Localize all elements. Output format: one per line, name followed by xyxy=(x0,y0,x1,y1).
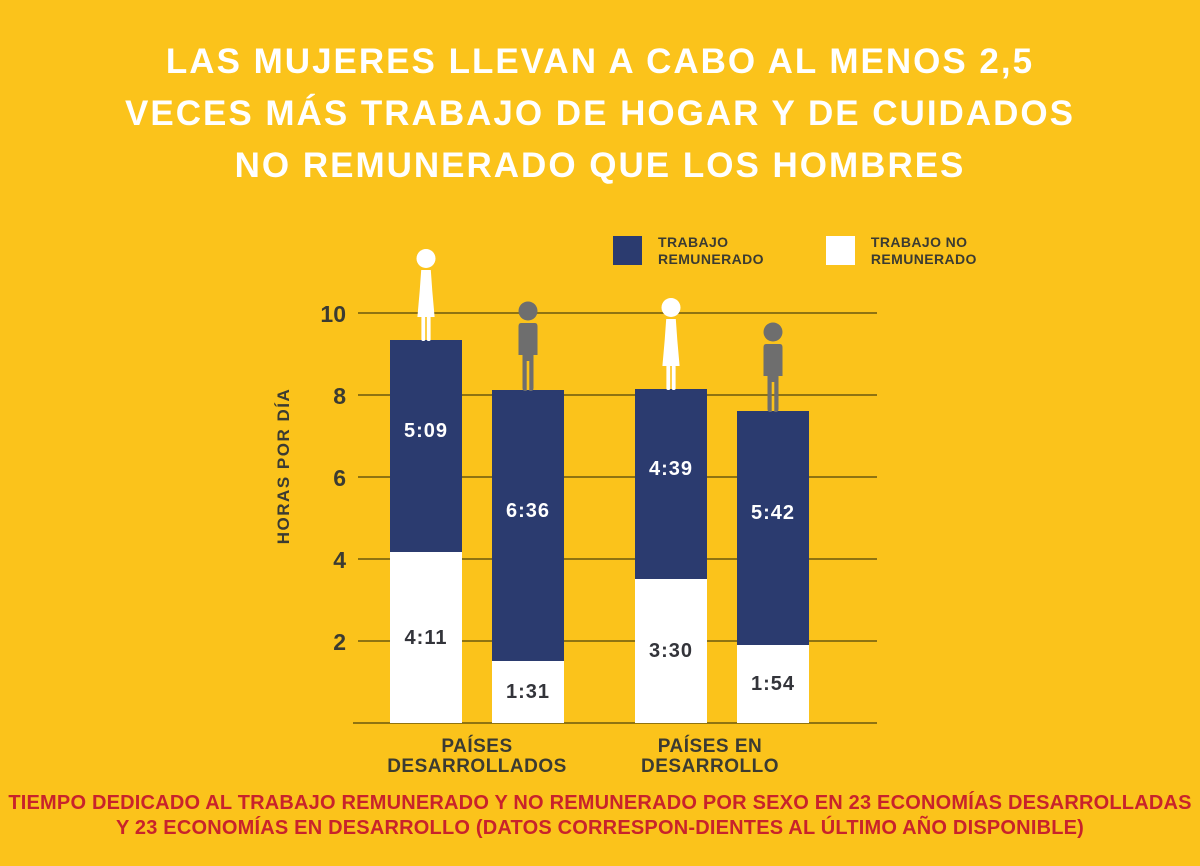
source-note-line: Y 23 ECONOMÍAS EN DESARROLLO (DATOS CORR… xyxy=(115,817,1085,839)
title-line: VECES MÁS TRABAJO DE HOGAR Y DE CUIDADOS xyxy=(125,94,1075,133)
title-line: NO REMUNERADO QUE LOS HOMBRES xyxy=(234,146,966,185)
source-note: TIEMPO DEDICADO AL TRABAJO REMUNERADO Y … xyxy=(0,791,1200,841)
bar-segment-paid: 6:36 xyxy=(492,390,564,661)
unpaid-swatch xyxy=(825,236,855,265)
legend-label-unpaid: TRABAJO NO REMUNERADO xyxy=(870,234,977,267)
bar-segment-unpaid: 1:54 xyxy=(737,645,809,723)
x-label-developed: PAÍSES DESARROLLADOS xyxy=(387,736,567,777)
paid-value: 4:39 xyxy=(648,458,694,480)
unpaid-value: 4:11 xyxy=(404,626,448,649)
gridline-2 xyxy=(358,640,877,642)
bar-group1-man: 1:31 6:36 xyxy=(492,390,564,723)
y-tick-2: 2 xyxy=(333,629,346,655)
bar-segment-unpaid: 1:31 xyxy=(492,661,564,723)
bar-segment-unpaid: 4:11 xyxy=(390,552,462,723)
source-note-line: TIEMPO DEDICADO AL TRABAJO REMUNERADO Y … xyxy=(8,792,1192,814)
y-tick-8: 8 xyxy=(333,383,346,409)
man-icon xyxy=(758,322,788,412)
page-title: LAS MUJERES LLEVAN A CABO AL MENOS 2,5 V… xyxy=(0,36,1200,192)
y-tick-6: 6 xyxy=(333,465,346,491)
gridline-10 xyxy=(358,312,877,314)
legend-item-paid: TRABAJO REMUNERADO xyxy=(613,234,764,268)
plot-area: 2 4 6 8 10 4:11 5:09 1:31 6:36 3:30 4:39 1:54 5:42 xyxy=(320,249,877,724)
man-icon xyxy=(513,301,543,391)
paid-value: 5:42 xyxy=(750,502,796,524)
gridline-8 xyxy=(358,394,877,396)
unpaid-value: 1:54 xyxy=(750,673,796,695)
bar-group1-woman: 4:11 5:09 xyxy=(390,340,462,723)
gridline-6 xyxy=(358,476,877,478)
y-tick-4: 4 xyxy=(333,547,346,573)
unpaid-value: 1:31 xyxy=(505,681,551,703)
x-label-developing: PAÍSES EN DESARROLLO xyxy=(641,736,779,777)
legend-item-unpaid: TRABAJO NO REMUNERADO xyxy=(825,234,977,268)
gridline-4 xyxy=(358,558,877,560)
paid-value: 5:09 xyxy=(403,420,449,442)
paid-swatch xyxy=(613,236,642,265)
bar-segment-paid: 4:39 xyxy=(635,389,707,579)
bar-segment-paid: 5:42 xyxy=(737,411,809,645)
woman-icon xyxy=(411,249,441,341)
bar-group2-man: 1:54 5:42 xyxy=(737,411,809,723)
unpaid-value: 3:30 xyxy=(648,640,694,662)
bar-segment-unpaid: 3:30 xyxy=(635,579,707,723)
x-axis-line xyxy=(353,722,877,724)
paid-value: 6:36 xyxy=(505,499,551,522)
y-tick-10: 10 xyxy=(320,301,346,327)
chart-legend: TRABAJO REMUNERADO TRABAJO NO REMUNERADO xyxy=(613,234,977,268)
woman-icon xyxy=(656,298,686,390)
title-line: LAS MUJERES LLEVAN A CABO AL MENOS 2,5 xyxy=(165,42,1035,81)
bar-group2-woman: 3:30 4:39 xyxy=(635,389,707,723)
bar-segment-paid: 5:09 xyxy=(390,340,462,552)
legend-label-paid: TRABAJO REMUNERADO xyxy=(658,234,764,267)
y-axis-title: HORAS POR DÍA xyxy=(274,387,293,545)
